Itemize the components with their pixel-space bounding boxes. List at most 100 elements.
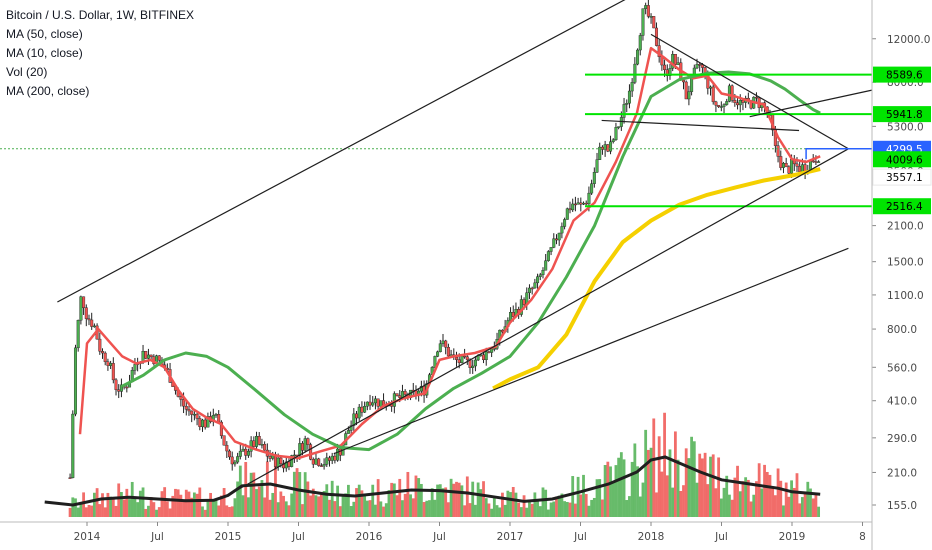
volume-bar [476,482,480,517]
volume-bar [557,495,561,517]
volume-bar [298,472,302,517]
price-candle [609,141,613,152]
price-candle [625,102,629,105]
volume-bar [395,495,399,517]
volume-bar [587,505,591,517]
volume-bar [455,481,458,517]
volume-bar [384,503,388,517]
volume-bar [495,505,499,517]
volume-bar [695,482,699,517]
volume-bar [214,499,218,517]
volume-bar [457,482,461,517]
price-candle [536,276,540,284]
volume-bar [482,481,485,517]
volume-bar [668,449,672,517]
price-candle [519,299,523,315]
price-candle [630,82,634,92]
volume-bar [355,488,358,517]
volume-bar [374,504,377,517]
price-candle [76,319,80,349]
price-candle [533,282,537,289]
volume-bar [552,501,556,517]
price-candle [455,357,459,360]
volume-bar [782,505,785,517]
price-candle [541,270,545,276]
volume-bar [549,502,553,517]
price-candle [398,395,402,398]
volume-bar [560,493,564,517]
price-candle [363,406,367,413]
volume-bar [184,489,188,517]
trendline [749,88,877,118]
volume-bar [265,461,269,517]
price-candle [627,90,631,104]
price-candle [587,192,591,205]
price-candle [736,102,740,106]
price-candle [322,464,326,467]
volume-bar [325,484,329,517]
volume-bar [614,465,618,517]
price-candle [552,238,556,248]
volume-bar [541,487,545,517]
volume-bar [503,504,507,517]
volume-bar [74,498,77,517]
volume-bar [565,501,569,517]
volume-bar [419,483,423,517]
volume-bar [98,504,102,517]
volume-bar [787,496,791,517]
volume-bar [749,501,753,517]
volume-bar [187,491,191,517]
price-candle [636,49,640,65]
volume-bar [630,461,634,517]
volume-bar [257,486,261,517]
price-candle [565,208,569,220]
legend-vol: Vol (20) [6,65,48,79]
price-candle [349,425,353,431]
price-candle [779,156,783,168]
volume-bar [322,490,326,517]
price-tag-label: 8589.6 [886,70,923,82]
time-tick-label: Jul [714,531,728,543]
price-candle [255,436,259,447]
price-candle [109,363,113,366]
volume-bar [636,466,639,517]
price-candle [733,100,737,103]
volume-bar [765,471,769,517]
volume-bar [260,480,264,517]
price-candle [433,356,437,368]
price-candle [484,351,488,361]
volume-bar [474,504,477,517]
price-candle [203,419,207,428]
price-candle [573,203,577,206]
volume-bar [406,471,410,517]
volume-bar [109,496,113,517]
price-candle [330,455,334,461]
trendline [57,0,626,303]
volume-bar [638,496,642,517]
volume-bar [71,497,75,517]
price-candle [92,325,96,328]
volume-bar [498,507,502,517]
volume-bar [687,458,691,517]
legend-ma200: MA (200, close) [6,84,90,98]
volume-bar [301,504,304,517]
volume-bar [709,456,712,517]
price-candle [144,351,148,359]
volume-bar [598,479,602,517]
volume-bar [465,476,469,517]
volume-bar [128,499,131,517]
price-candle [538,274,542,277]
volume-bar [484,498,488,517]
volume-bar [141,487,145,517]
price-candle [557,232,561,241]
volume-bar [800,497,804,517]
volume-bar [784,482,788,517]
price-candle [290,455,294,467]
price-candle [460,355,464,363]
price-tick-label: 1100.0 [887,290,924,302]
volume-bar [149,497,153,517]
price-candle [260,444,264,446]
volume-bar [252,472,256,517]
